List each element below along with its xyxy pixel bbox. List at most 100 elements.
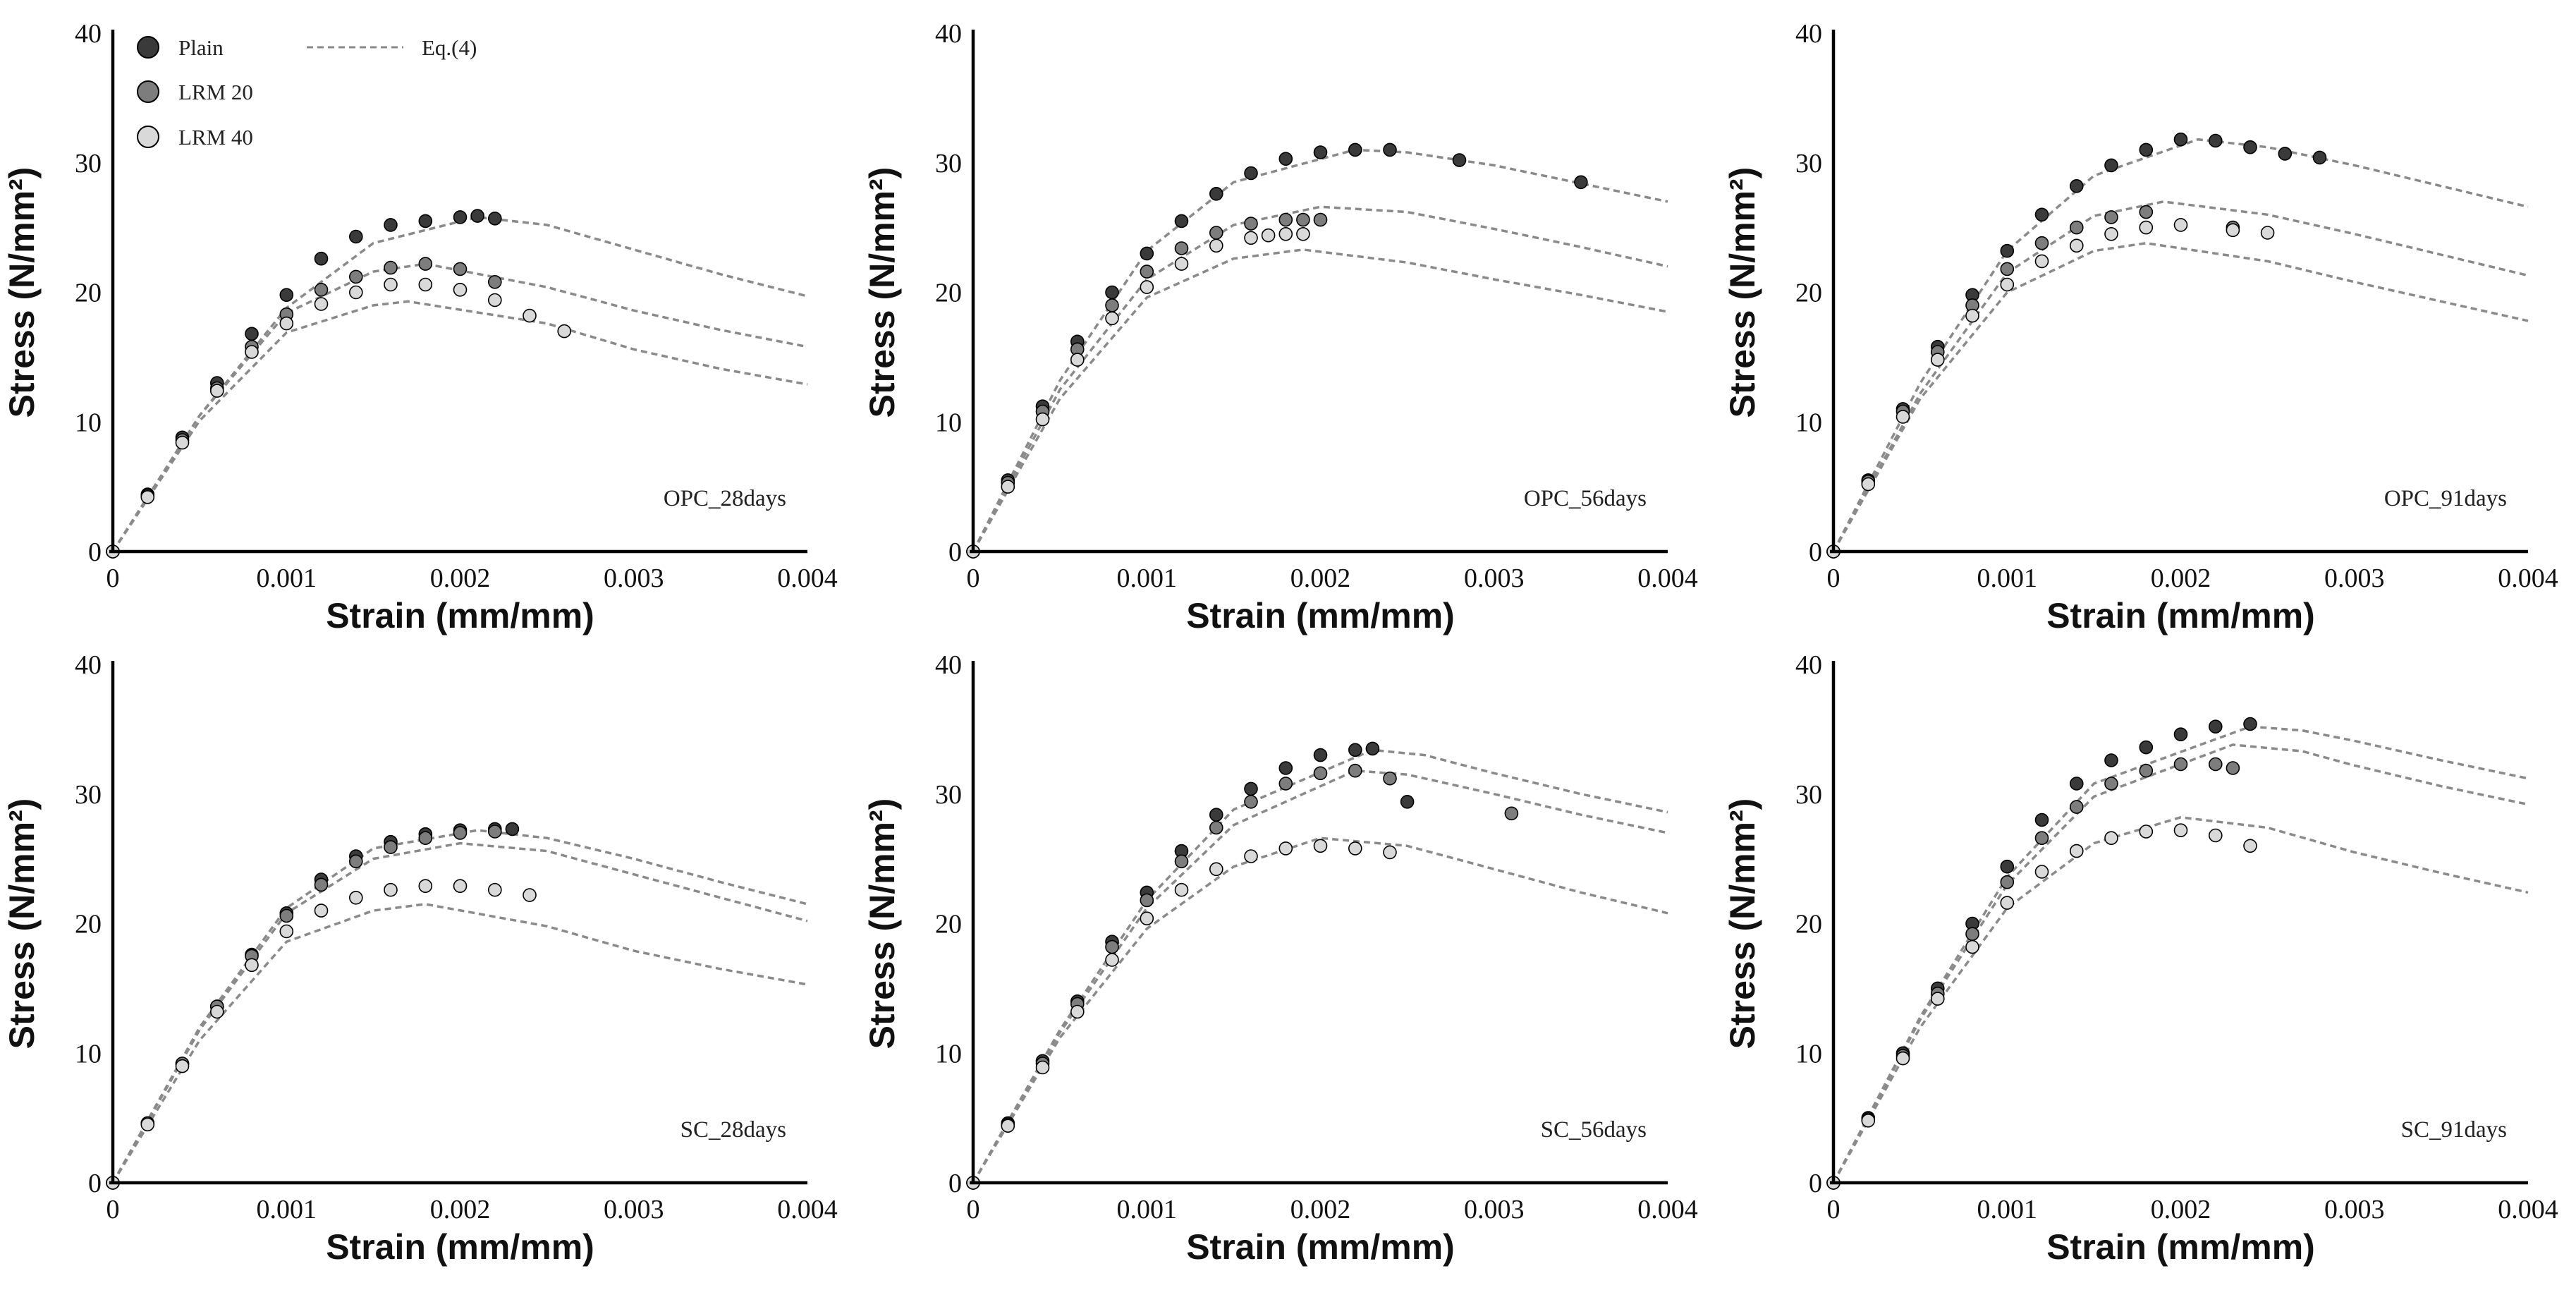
data-point-plain bbox=[2312, 150, 2327, 165]
data-point-lrm-40 bbox=[453, 879, 468, 893]
data-point-lrm-20 bbox=[348, 854, 363, 869]
x-tick-label: 0.003 bbox=[1464, 1195, 1525, 1224]
data-point-lrm-40 bbox=[245, 345, 259, 359]
data-point-lrm-20 bbox=[2173, 757, 2188, 772]
data-point-plain bbox=[1383, 142, 1397, 157]
data-point-plain bbox=[2000, 243, 2015, 258]
data-point-lrm-40 bbox=[1896, 1051, 1910, 1066]
data-point-lrm-40 bbox=[2243, 839, 2257, 853]
data-point-lrm-40 bbox=[209, 1004, 224, 1019]
data-point-lrm-40 bbox=[140, 489, 155, 504]
data-point-plain bbox=[2139, 740, 2154, 755]
x-tick-label: 0.004 bbox=[2498, 564, 2558, 593]
legend-marker-lrm40 bbox=[137, 126, 159, 148]
data-point-lrm-20 bbox=[1140, 893, 1154, 908]
legend-label-model: Eq.(4) bbox=[422, 35, 477, 60]
data-point-lrm-40 bbox=[2034, 865, 2049, 879]
data-point-lrm-40 bbox=[487, 293, 502, 308]
data-point-lrm-20 bbox=[1174, 854, 1189, 869]
panel-label: OPC_56days bbox=[1524, 486, 1647, 511]
y-tick-label: 30 bbox=[75, 780, 102, 810]
y-axis-title: Stress (N/mm²) bbox=[1723, 167, 1762, 418]
data-point-plain bbox=[1400, 795, 1415, 809]
data-point-lrm-20 bbox=[1348, 763, 1362, 778]
data-point-plain bbox=[1313, 145, 1328, 159]
y-tick-label: 40 bbox=[75, 19, 102, 49]
y-tick-label: 10 bbox=[935, 1039, 962, 1069]
data-point-lrm-20 bbox=[2226, 761, 2240, 775]
y-tick-label: 20 bbox=[1795, 910, 1822, 939]
y-axis-title: Stress (N/mm²) bbox=[2, 167, 42, 418]
x-tick-label: 0.002 bbox=[1290, 564, 1351, 593]
legend-label-lrm20: LRM 20 bbox=[178, 80, 253, 104]
data-point-lrm-40 bbox=[1140, 911, 1154, 925]
data-point-lrm-20 bbox=[418, 257, 433, 271]
y-tick-label: 10 bbox=[935, 408, 962, 437]
data-point-lrm-40 bbox=[418, 879, 433, 893]
y-tick-label: 10 bbox=[1795, 1039, 1822, 1069]
data-point-plain bbox=[1209, 808, 1223, 822]
data-point-lrm-40 bbox=[1348, 841, 1362, 856]
y-tick-label: 30 bbox=[75, 149, 102, 178]
data-point-lrm-40 bbox=[384, 882, 398, 897]
data-point-lrm-20 bbox=[1209, 226, 1223, 240]
x-tick-label: 0.003 bbox=[2324, 564, 2385, 593]
model-curve-eq-4-lrm-40 bbox=[972, 836, 1668, 1183]
data-point-lrm-40 bbox=[1261, 228, 1276, 243]
y-tick-label: 20 bbox=[935, 910, 962, 939]
x-tick-label: 0.004 bbox=[2498, 1195, 2558, 1224]
data-point-lrm-20 bbox=[314, 282, 329, 297]
data-point-plain bbox=[1105, 285, 1119, 300]
data-point-lrm-40 bbox=[2173, 218, 2188, 232]
x-axis-title: Strain (mm/mm) bbox=[326, 596, 594, 635]
data-point-plain bbox=[2070, 777, 2084, 791]
data-point-lrm-40 bbox=[1174, 257, 1189, 271]
data-point-plain bbox=[1348, 142, 1362, 157]
data-point-lrm-40 bbox=[1140, 280, 1154, 294]
data-point-plain bbox=[1140, 246, 1154, 261]
y-axis-title: Stress (N/mm²) bbox=[2, 798, 42, 1049]
x-tick-label: 0.001 bbox=[257, 564, 317, 593]
data-point-lrm-40 bbox=[1244, 231, 1258, 245]
data-point-lrm-20 bbox=[1278, 212, 1293, 227]
data-point-lrm-20 bbox=[487, 274, 502, 289]
data-point-lrm-20 bbox=[2070, 800, 2084, 814]
y-axis-title: Stress (N/mm²) bbox=[862, 798, 902, 1049]
x-tick-label: 0.002 bbox=[430, 1195, 491, 1224]
x-axis-title: Strain (mm/mm) bbox=[2046, 596, 2315, 635]
x-tick-label: 0.001 bbox=[1977, 1195, 2038, 1224]
y-tick-label: 20 bbox=[75, 279, 102, 308]
y-tick-label: 40 bbox=[1795, 19, 1822, 49]
data-point-lrm-20 bbox=[314, 877, 329, 892]
legend-marker-plain bbox=[137, 36, 159, 59]
data-point-plain bbox=[2243, 717, 2257, 731]
x-tick-label: 0.002 bbox=[1290, 1195, 1351, 1224]
data-point-lrm-20 bbox=[1105, 939, 1119, 954]
data-point-lrm-20 bbox=[279, 908, 294, 923]
panel-label: SC_28days bbox=[680, 1117, 786, 1143]
data-point-lrm-40 bbox=[2226, 223, 2240, 238]
model-curve-eq-4-lrm-20 bbox=[1832, 743, 2529, 1183]
panel-label: SC_91days bbox=[2401, 1117, 2507, 1143]
data-point-lrm-40 bbox=[209, 384, 224, 398]
data-point-plain bbox=[2034, 813, 2049, 827]
model-curve-eq-4-lrm-40 bbox=[1832, 816, 2529, 1183]
data-point-plain bbox=[1209, 186, 1223, 201]
y-tick-label: 0 bbox=[88, 1169, 102, 1198]
x-tick-label: 0 bbox=[106, 1195, 120, 1224]
data-point-lrm-40 bbox=[1931, 992, 1945, 1006]
data-point-lrm-20 bbox=[2139, 205, 2154, 219]
x-tick-label: 0.003 bbox=[604, 564, 664, 593]
data-point-plain bbox=[2104, 158, 2118, 173]
data-point-plain bbox=[314, 251, 329, 266]
data-point-plain bbox=[470, 209, 484, 223]
data-point-lrm-40 bbox=[348, 891, 363, 905]
data-point-lrm-40 bbox=[1105, 953, 1119, 967]
x-axis-title: Strain (mm/mm) bbox=[326, 1227, 594, 1267]
data-point-plain bbox=[1574, 175, 1588, 190]
data-point-lrm-40 bbox=[1278, 841, 1293, 856]
data-point-lrm-20 bbox=[1105, 298, 1119, 312]
model-curve-eq-4-lrm-20 bbox=[1832, 200, 2529, 552]
data-point-lrm-20 bbox=[1313, 766, 1328, 781]
data-point-lrm-20 bbox=[1296, 212, 1310, 227]
